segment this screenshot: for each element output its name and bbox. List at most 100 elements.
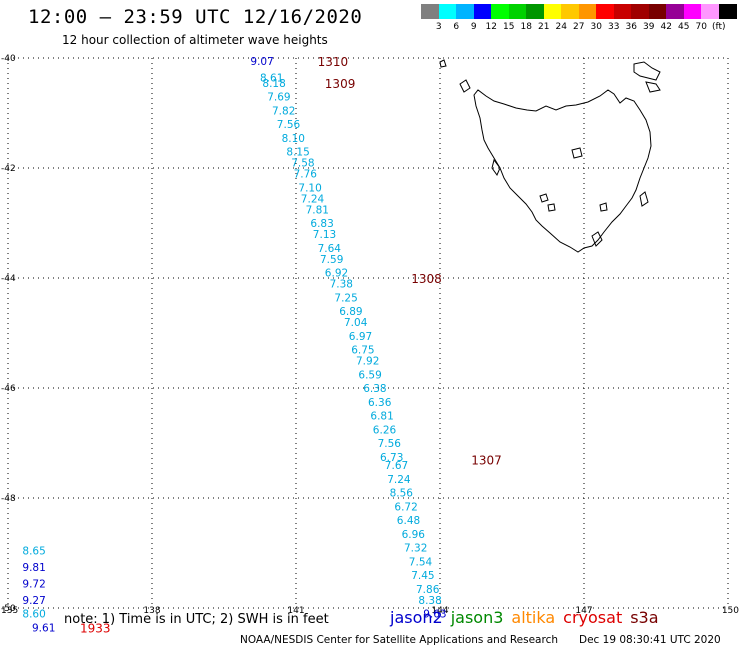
- wave-height-value: 7.64: [318, 243, 342, 255]
- scale-label: 33: [608, 22, 620, 32]
- scale-label: 21: [538, 22, 550, 32]
- wave-height-value: 7.67: [385, 460, 408, 472]
- wave-height-value: 7.24: [301, 193, 325, 205]
- lat-tick-label: -50: [1, 604, 16, 614]
- maria-island: [639, 191, 649, 207]
- scale-label: 27: [573, 22, 585, 32]
- wave-height-value: 6.73: [380, 452, 403, 464]
- macquarie-harbour: [491, 158, 501, 177]
- scale-swatch: [473, 4, 492, 19]
- grid-lines: [7, 57, 729, 609]
- scale-label: 24: [555, 22, 567, 32]
- lon-tick-label: 144: [431, 606, 448, 616]
- scale-swatch: [526, 4, 544, 19]
- satellite-jason3-label: jason3: [450, 608, 504, 627]
- wave-height-value: 8.38: [418, 595, 441, 607]
- wave-height-value: 7.45: [411, 570, 434, 582]
- scale-label: 12: [485, 22, 497, 32]
- scale-swatch: [718, 4, 737, 19]
- scale-swatch: [648, 4, 667, 19]
- wave-height-value: 6.72: [394, 501, 417, 513]
- scale-swatch: [561, 4, 579, 19]
- wave-height-value: 9.61: [32, 622, 55, 634]
- lon-tick-label: 147: [575, 606, 592, 616]
- scale-swatch: [456, 4, 474, 19]
- altimeter-track-main: 9.07 8.618.18 7.697.82 7.56 8.10 8.157.587.76…: [250, 56, 446, 621]
- wave-height-value: 7.54: [409, 556, 433, 568]
- pass-time-label: 1933: [80, 621, 111, 635]
- lake-1: [571, 147, 583, 159]
- wave-height-value: 7.32: [404, 543, 427, 555]
- scale-swatch: [666, 4, 684, 19]
- wave-height-value: 8.65: [22, 545, 45, 557]
- wave-height-value: 6.36: [368, 397, 392, 409]
- lat-tick-label: -48: [1, 494, 16, 504]
- wave-height-value: 6.59: [358, 369, 381, 381]
- wave-height-value: 7.76: [294, 169, 318, 181]
- pass-time-label: 1310: [318, 55, 349, 69]
- lat-tick-label: -44: [1, 274, 16, 284]
- wave-height-value: 7.04: [344, 317, 368, 329]
- wave-height-value: 7.13: [313, 229, 336, 241]
- scale-swatch: [543, 4, 562, 19]
- lat-tick-label: -42: [1, 164, 16, 174]
- wave-height-value: 8.10: [282, 133, 305, 145]
- tasmania-coastline: [473, 89, 652, 253]
- wave-height-value: 6.48: [397, 515, 420, 527]
- wave-height-value: 6.97: [349, 331, 372, 343]
- wave-height-value: 7.10: [298, 182, 321, 194]
- wave-height-value: 7.24: [387, 474, 411, 486]
- wave-height-value: 7.92: [356, 356, 379, 368]
- satellite-s3a-label: s3a: [630, 608, 659, 627]
- pass-time-labels: 1310 1309 1308 1307 1933: [80, 55, 502, 636]
- scale-label: 15: [503, 22, 515, 32]
- scale-label: 30: [590, 22, 602, 32]
- lat-tick-label: -40: [1, 54, 16, 64]
- wave-height-value: 7.38: [330, 279, 353, 291]
- lon-tick-label: 141: [287, 606, 304, 616]
- map-axis-labels: 135 138 141 144 147 150 -40 -42 -44 -46 -48 -50: [1, 54, 739, 616]
- scale-swatch: [683, 4, 702, 19]
- scale-label: 3: [435, 22, 442, 32]
- satellite-legend: jason2 jason3 altika cryosat s3a: [390, 608, 667, 627]
- lon-tick-label: 135: [1, 606, 18, 616]
- tasmania-landmass: [439, 59, 661, 253]
- wave-height-value: 6.83: [310, 218, 333, 230]
- wave-height-value: 7.56: [378, 438, 402, 450]
- scale-swatch: [701, 4, 719, 19]
- wave-height-value: 7.58: [291, 158, 314, 170]
- wave-height-value: 9.07: [250, 56, 273, 68]
- wave-height-value: 9.81: [22, 562, 45, 574]
- scale-swatch: [421, 4, 439, 19]
- cape-barren-island: [645, 81, 661, 93]
- lon-tick-label: 138: [143, 606, 160, 616]
- wave-height-value: 7.81: [306, 204, 329, 216]
- wave-height-value: 7.82: [272, 105, 295, 117]
- wave-height-value: 8.61: [260, 72, 283, 84]
- wave-height-value: 7.25: [334, 292, 357, 304]
- satellite-jason2-label: jason2: [390, 608, 443, 627]
- scale-swatch: [631, 4, 649, 19]
- lon-tick-label: 150: [722, 606, 739, 616]
- wave-height-value: 7.69: [267, 92, 290, 104]
- wave-height-value: 6.38: [363, 383, 386, 395]
- flinders-island: [633, 61, 661, 81]
- king-island-tip: [439, 59, 447, 68]
- scale-swatch: [438, 4, 457, 19]
- satellite-altika-label: altika: [511, 608, 556, 627]
- pass-time-label: 1308: [411, 272, 442, 286]
- scale-swatch: [491, 4, 509, 19]
- wave-height-value: 8.18: [262, 78, 285, 90]
- pass-time-label: 1309: [325, 77, 356, 91]
- scale-swatch: [596, 4, 614, 19]
- scale-label: 39: [643, 22, 655, 32]
- scale-label: 6: [453, 22, 460, 32]
- scale-swatch: [508, 4, 527, 19]
- wave-height-value: 8.56: [390, 488, 414, 500]
- footnote: note: 1) Time is in UTC; 2) SWH is in fe…: [64, 612, 329, 627]
- scale-swatch: [578, 4, 597, 19]
- scale-label: 36: [625, 22, 637, 32]
- wave-height-value: 9.72: [22, 578, 45, 590]
- wave-height-value: 9.27: [22, 595, 45, 607]
